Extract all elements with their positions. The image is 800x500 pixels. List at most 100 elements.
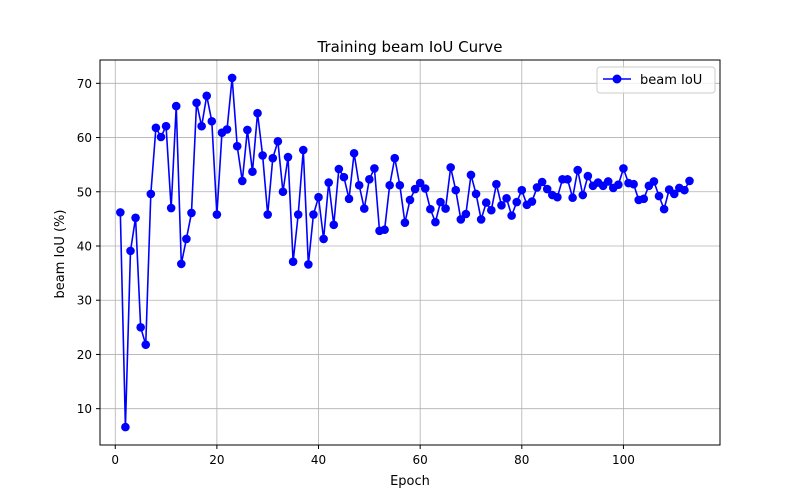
- data-point: [212, 210, 222, 219]
- data-point: [293, 210, 303, 219]
- data-point: [202, 91, 212, 101]
- legend-marker-swatch: [612, 74, 622, 84]
- data-point: [298, 145, 308, 155]
- data-point: [639, 194, 649, 204]
- data-point: [456, 215, 466, 224]
- y-tick-label: 50: [77, 185, 92, 199]
- y-tick-label: 60: [77, 131, 92, 145]
- data-point: [619, 164, 628, 173]
- data-point: [497, 201, 506, 210]
- data-point: [304, 260, 313, 269]
- data-point: [146, 189, 156, 199]
- data-point: [309, 210, 318, 219]
- y-tick-label: 40: [77, 239, 92, 253]
- data-point: [243, 125, 252, 135]
- data-point: [532, 183, 542, 192]
- data-point: [568, 193, 577, 203]
- data-point: [131, 213, 140, 223]
- data-point: [192, 98, 201, 108]
- data-point: [654, 191, 664, 201]
- data-point: [492, 179, 501, 189]
- x-tick-label: 80: [514, 453, 529, 467]
- grid-lines: [100, 60, 720, 445]
- data-point: [141, 340, 151, 349]
- data-point: [273, 137, 283, 146]
- data-point: [344, 194, 354, 204]
- data-point: [166, 203, 176, 213]
- data-point: [207, 116, 217, 126]
- legend-label: beam IoU: [640, 73, 702, 88]
- data-point: [177, 259, 186, 269]
- data-point: [583, 171, 593, 181]
- data-point: [563, 175, 572, 184]
- y-tick-label: 30: [77, 294, 92, 308]
- data-point: [288, 257, 298, 267]
- data-point: [161, 121, 171, 131]
- chart-title: Training beam IoU Curve: [317, 38, 503, 56]
- data-point: [466, 170, 476, 180]
- y-axis-title: beam IoU (%): [53, 210, 68, 299]
- data-point: [436, 197, 445, 207]
- data-point: [431, 217, 440, 227]
- data-point: [441, 204, 450, 213]
- data-point: [156, 132, 166, 142]
- data-point: [278, 187, 288, 197]
- data-point: [659, 204, 669, 214]
- data-point: [126, 246, 135, 256]
- data-point: [359, 204, 369, 213]
- data-point: [136, 323, 145, 332]
- data-point: [349, 148, 359, 158]
- data-point: [426, 204, 435, 214]
- y-tick-label: 10: [77, 402, 92, 416]
- data-point: [573, 165, 582, 175]
- data-point: [314, 192, 323, 202]
- data-point: [578, 190, 588, 200]
- data-point: [222, 125, 232, 134]
- data-point: [669, 189, 679, 199]
- data-point: [370, 164, 379, 173]
- data-point: [121, 422, 130, 432]
- axes: 0 20 40 60 80 100 10 20 30 40 50 60 70: [77, 59, 721, 467]
- x-tick-label: 100: [612, 453, 635, 467]
- data-point: [481, 198, 491, 207]
- data-point: [390, 153, 400, 163]
- data-point: [649, 177, 659, 186]
- legend-frame: [596, 66, 716, 94]
- data-point: [232, 141, 242, 151]
- data-point: [171, 101, 181, 111]
- y-tick-label: 70: [77, 77, 92, 91]
- data-point: [685, 176, 694, 186]
- data-point: [400, 218, 410, 227]
- data-point: [517, 185, 527, 195]
- data-point: [283, 152, 293, 162]
- data-point: [268, 153, 278, 163]
- data-point: [187, 208, 196, 218]
- data-point: [197, 121, 206, 131]
- data-point: [365, 175, 374, 184]
- x-axis-title: Epoch: [390, 474, 430, 489]
- data-point: [151, 123, 161, 133]
- data-point: [263, 210, 273, 219]
- data-point: [461, 209, 471, 219]
- data-point: [537, 177, 547, 187]
- data-point: [507, 211, 516, 220]
- data-point: [487, 205, 496, 215]
- data-point: [415, 178, 425, 188]
- data-point: [542, 184, 552, 194]
- data-point: [258, 151, 267, 160]
- x-tick-label: 20: [209, 453, 224, 467]
- data-point: [324, 178, 333, 187]
- data-point: [476, 215, 486, 224]
- x-tick-label: 60: [413, 453, 428, 467]
- data-point: [614, 180, 623, 190]
- data-point: [334, 164, 344, 174]
- data-point: [629, 179, 638, 189]
- data-point: [354, 180, 364, 190]
- data-point: [248, 167, 257, 176]
- y-tick-label: 20: [77, 348, 92, 362]
- plot-frame: [99, 59, 721, 446]
- data-point: [380, 225, 389, 235]
- data-point: [253, 108, 262, 118]
